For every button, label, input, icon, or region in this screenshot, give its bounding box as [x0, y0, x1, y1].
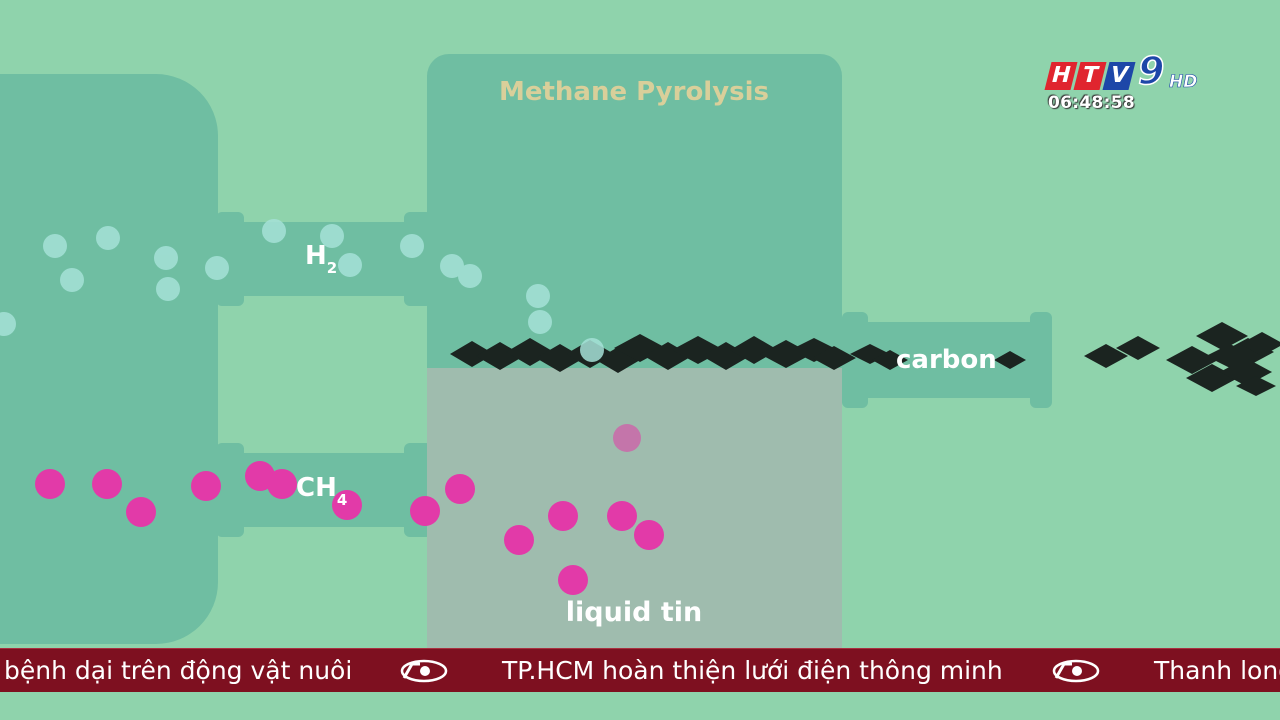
ch4-label-subscript: 4 — [337, 491, 347, 509]
60-seconds-logo-icon — [1052, 659, 1100, 683]
ticker-item: bệnh dại trên động vật nuôi — [4, 656, 353, 685]
channel-logo-v: V — [1102, 62, 1136, 90]
channel-logo: H T V 9 HD — [1044, 51, 1206, 118]
h2-label-main: H — [305, 241, 327, 271]
left-tank — [0, 74, 218, 644]
channel-hd-badge: HD — [1169, 72, 1198, 93]
reactor-title: Methane Pyrolysis — [499, 77, 769, 107]
carbon-pipe-flange-left — [842, 312, 868, 408]
ch4-label-main: CH — [296, 473, 337, 503]
bottom-band — [0, 692, 1280, 720]
carbon-label: carbon — [896, 345, 997, 375]
carbon-layer — [450, 334, 1026, 373]
methane-molecules — [35, 424, 664, 595]
ch4-label: CH4 — [296, 473, 347, 509]
hydrogen-molecules — [0, 219, 604, 362]
channel-logo-h: H — [1044, 62, 1078, 90]
ticker-item: Thanh long — [1154, 656, 1280, 685]
h2-label: H2 — [305, 241, 337, 277]
liquid-tin-label: liquid tin — [566, 597, 702, 628]
h2-label-subscript: 2 — [327, 259, 337, 277]
carbon-pipe-flange-right — [1030, 312, 1052, 408]
channel-logo-t: T — [1073, 62, 1107, 90]
broadcast-clock: 06:48:58 — [1048, 93, 1135, 113]
60-seconds-logo-icon — [400, 659, 448, 683]
ticker-item: TP.HCM hoàn thiện lưới điện thông minh — [502, 656, 1003, 685]
news-ticker: bệnh dại trên động vật nuôi TP.HCM hoàn … — [0, 648, 1280, 693]
channel-number: 9 — [1137, 49, 1165, 93]
h2-pipe-flange-left — [216, 212, 244, 306]
carbon-flakes — [1084, 322, 1280, 396]
ch4-pipe-flange-left — [216, 443, 244, 537]
